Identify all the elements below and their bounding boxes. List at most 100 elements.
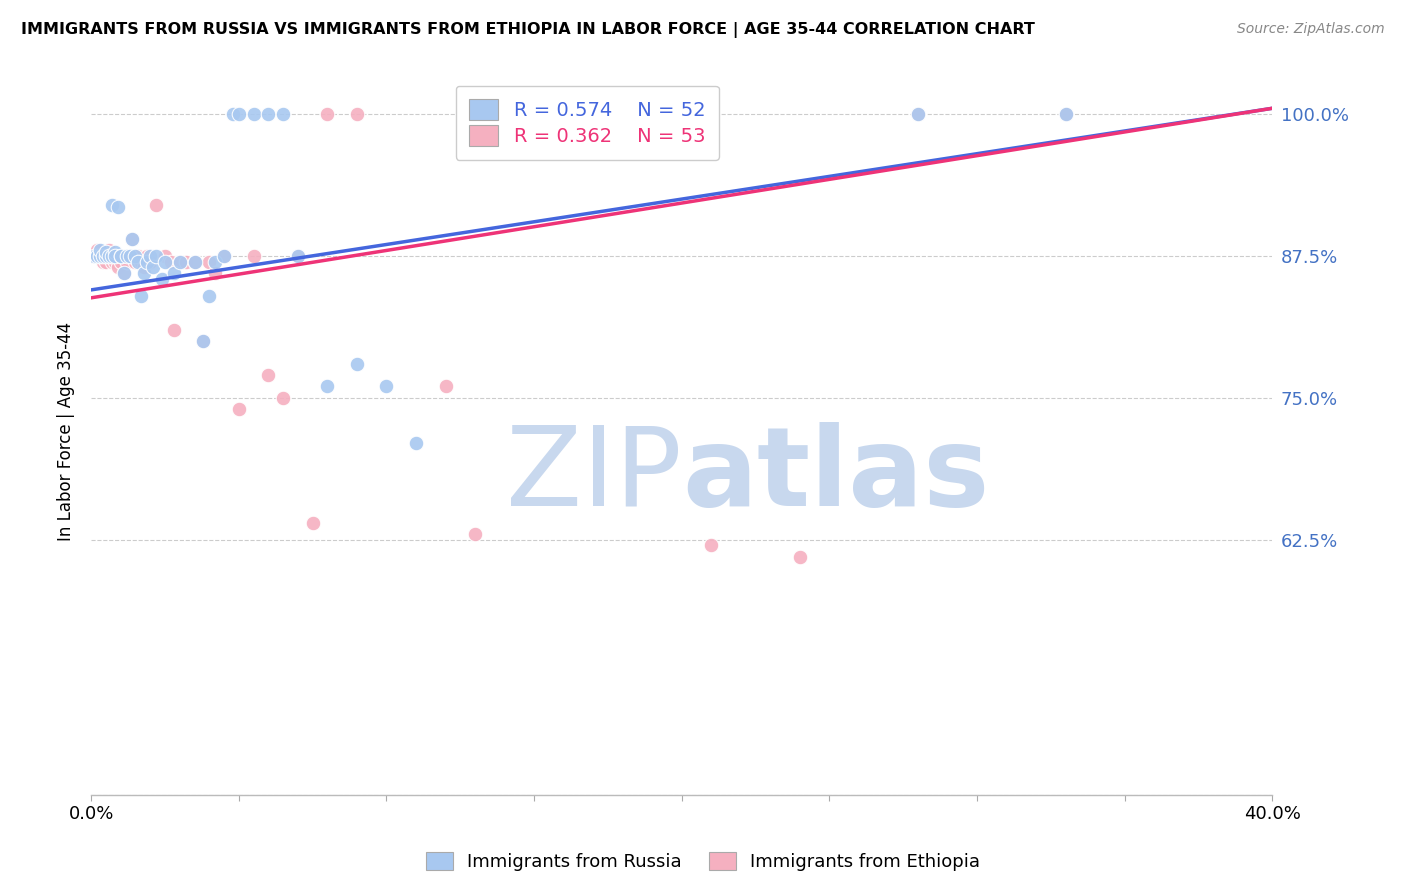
Point (124, 249, 146, 263)
Y-axis label: In Labor Force | Age 35-44: In Labor Force | Age 35-44 (58, 322, 75, 541)
Point (153, 254, 176, 268)
Point (101, 249, 124, 263)
Point (271, 107, 294, 121)
Point (464, 527, 486, 541)
Point (257, 107, 280, 121)
Point (89, 249, 111, 263)
Point (700, 538, 723, 552)
Point (346, 357, 368, 371)
Point (110, 254, 132, 268)
Point (107, 260, 129, 275)
Point (271, 391, 294, 405)
Point (131, 288, 153, 302)
Point (174, 254, 197, 268)
Point (228, 402, 250, 417)
Point (104, 249, 127, 263)
Point (118, 249, 141, 263)
Point (110, 249, 132, 263)
Point (94, 249, 117, 263)
Point (86, 249, 108, 263)
Point (94, 254, 117, 268)
Point (405, 436, 427, 450)
Point (222, 107, 245, 121)
Point (553, 107, 575, 121)
Point (1054, 107, 1077, 121)
Text: atlas: atlas (682, 422, 990, 529)
Point (193, 334, 215, 348)
Text: ZIP: ZIP (506, 422, 682, 529)
Point (145, 249, 167, 263)
Point (163, 323, 186, 337)
Point (301, 516, 323, 530)
Legend: R = 0.574    N = 52, R = 0.362    N = 53: R = 0.574 N = 52, R = 0.362 N = 53 (456, 86, 718, 160)
Point (131, 254, 153, 268)
Point (641, 107, 664, 121)
Point (907, 107, 929, 121)
Point (641, 107, 664, 121)
Point (86, 243, 108, 257)
Point (89, 243, 111, 257)
Point (287, 249, 309, 263)
Point (1054, 107, 1077, 121)
Point (907, 107, 929, 121)
Point (91, 254, 114, 268)
Point (375, 379, 398, 393)
Point (115, 254, 138, 268)
Point (242, 249, 264, 263)
Point (198, 254, 221, 268)
Point (127, 249, 149, 263)
Point (107, 200, 129, 214)
Point (118, 249, 141, 263)
Point (121, 232, 143, 246)
Point (110, 249, 132, 263)
Point (101, 254, 124, 268)
Point (523, 107, 546, 121)
Point (204, 254, 226, 268)
Point (655, 107, 678, 121)
Point (134, 260, 156, 275)
Point (121, 232, 143, 246)
Point (316, 379, 339, 393)
Point (104, 245, 127, 260)
Point (198, 288, 221, 302)
Point (169, 254, 191, 268)
Point (124, 254, 146, 268)
Point (163, 266, 186, 280)
Point (91, 249, 114, 263)
Point (153, 249, 176, 263)
Point (97, 249, 120, 263)
Point (127, 254, 149, 268)
Point (104, 254, 127, 268)
Point (115, 249, 138, 263)
Point (316, 107, 339, 121)
Legend: Immigrants from Russia, Immigrants from Ethiopia: Immigrants from Russia, Immigrants from … (419, 845, 987, 879)
Point (212, 249, 235, 263)
Point (434, 379, 457, 393)
Point (94, 245, 117, 260)
Point (169, 254, 191, 268)
Point (110, 249, 132, 263)
Point (91, 249, 114, 263)
Point (183, 254, 205, 268)
Point (204, 266, 226, 280)
Point (89, 249, 111, 263)
Point (242, 107, 264, 121)
Point (193, 334, 215, 348)
Point (183, 254, 205, 268)
Point (142, 260, 165, 275)
Point (83, 249, 105, 263)
Point (160, 254, 183, 268)
Point (97, 243, 120, 257)
Point (112, 266, 135, 280)
Point (86, 249, 108, 263)
Point (553, 107, 575, 121)
Text: Source: ZipAtlas.com: Source: ZipAtlas.com (1237, 22, 1385, 37)
Point (94, 249, 117, 263)
Point (139, 249, 162, 263)
Point (789, 549, 811, 564)
Point (346, 107, 368, 121)
Point (145, 198, 167, 212)
Point (150, 271, 173, 285)
Point (112, 266, 135, 280)
Point (101, 198, 124, 212)
